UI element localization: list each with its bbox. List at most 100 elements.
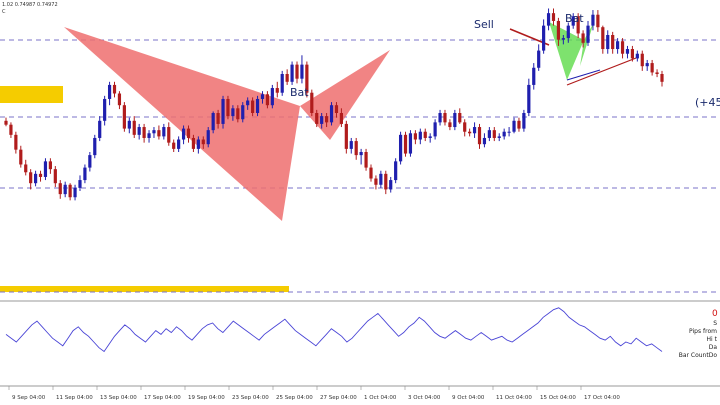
- candle: [551, 8, 556, 26]
- candle: [477, 123, 482, 149]
- x-tick-label: 1 Oct 04:00: [364, 395, 397, 401]
- candle-body: [507, 131, 511, 133]
- candle-body: [260, 94, 265, 99]
- candle: [14, 131, 18, 154]
- candle: [211, 111, 215, 134]
- candle-body: [537, 50, 541, 68]
- candle: [290, 61, 294, 85]
- candle: [546, 8, 551, 31]
- candle: [152, 127, 156, 138]
- candle: [487, 127, 491, 142]
- candle-body: [112, 84, 117, 94]
- candle: [344, 120, 348, 154]
- candle: [122, 102, 126, 132]
- candle: [48, 158, 52, 174]
- x-tick-label: 23 Sep 04:00: [232, 395, 269, 401]
- candle: [93, 134, 97, 159]
- candle-body: [359, 152, 363, 156]
- candle-body: [512, 120, 516, 132]
- candle-body: [635, 53, 639, 59]
- candle-body: [586, 25, 590, 43]
- candle: [186, 125, 191, 143]
- candle-body: [172, 142, 176, 149]
- candle-body: [344, 123, 348, 149]
- candle: [571, 13, 575, 29]
- candle: [660, 70, 664, 87]
- candle: [53, 166, 57, 188]
- candle: [19, 145, 23, 168]
- candle: [640, 50, 644, 71]
- candle-body: [186, 128, 191, 138]
- candle-body: [93, 137, 97, 156]
- candle: [142, 123, 146, 143]
- sell-label: Sell: [474, 18, 494, 31]
- candle-body: [14, 134, 18, 150]
- candle-body: [295, 64, 299, 79]
- candle: [566, 22, 570, 43]
- candle-body: [167, 127, 171, 143]
- candle: [655, 69, 659, 78]
- candle: [107, 81, 112, 106]
- candle-body: [103, 98, 107, 121]
- candle-body: [147, 133, 151, 138]
- candle: [325, 113, 329, 128]
- candle-body: [443, 113, 447, 123]
- candle-body: [472, 127, 477, 134]
- candle: [354, 137, 358, 160]
- candle: [177, 136, 181, 152]
- candle-body: [448, 122, 452, 128]
- candle-body: [566, 25, 570, 39]
- candle-body: [339, 113, 343, 124]
- bat-label-left: Bat: [290, 86, 309, 99]
- candle: [369, 164, 373, 182]
- candle: [463, 119, 467, 137]
- candle-body: [177, 139, 181, 149]
- candle: [542, 19, 546, 54]
- candle-body: [4, 120, 8, 125]
- candle-body: [616, 41, 620, 50]
- candle: [255, 95, 260, 117]
- candle-body: [152, 130, 156, 134]
- candle: [98, 116, 102, 142]
- candle: [606, 30, 610, 54]
- candle: [413, 130, 417, 145]
- candle: [216, 109, 220, 129]
- candle: [226, 95, 230, 120]
- candle-body: [428, 136, 432, 138]
- candle-body: [655, 72, 659, 74]
- candle: [132, 116, 136, 138]
- candle: [251, 97, 255, 117]
- candle: [83, 164, 87, 184]
- candle: [167, 122, 171, 146]
- candle: [38, 170, 43, 182]
- candle-body: [551, 13, 556, 21]
- indicator-line-5: Bar CountDo: [679, 352, 718, 359]
- candle-body: [236, 108, 240, 120]
- candle-body: [63, 184, 67, 195]
- candle-body: [300, 64, 304, 79]
- candle: [320, 113, 324, 129]
- candle-body: [117, 93, 122, 106]
- candle-body: [522, 113, 526, 129]
- candle-body: [576, 16, 580, 34]
- candle-body: [290, 64, 294, 82]
- candle: [310, 89, 314, 117]
- candle: [438, 109, 442, 126]
- candle: [9, 122, 13, 138]
- candle-body: [43, 161, 48, 177]
- candle-body: [601, 27, 605, 50]
- x-tick-label: 11 Oct 04:00: [496, 395, 532, 401]
- candle-body: [389, 180, 393, 190]
- candle: [448, 119, 452, 131]
- time-axis: 9 Sep 04:00 11 Sep 04:00 13 Sep 04:00 17 Se…: [8, 386, 620, 401]
- candle: [29, 169, 33, 190]
- candle-body: [107, 84, 112, 99]
- candle: [596, 10, 600, 32]
- header-values: 1.02 0.74987 0.74972: [2, 2, 58, 8]
- candle-body: [305, 64, 309, 93]
- candle: [630, 45, 635, 62]
- candle: [611, 31, 615, 54]
- candle: [433, 119, 437, 140]
- trend-line-blue: [566, 69, 601, 81]
